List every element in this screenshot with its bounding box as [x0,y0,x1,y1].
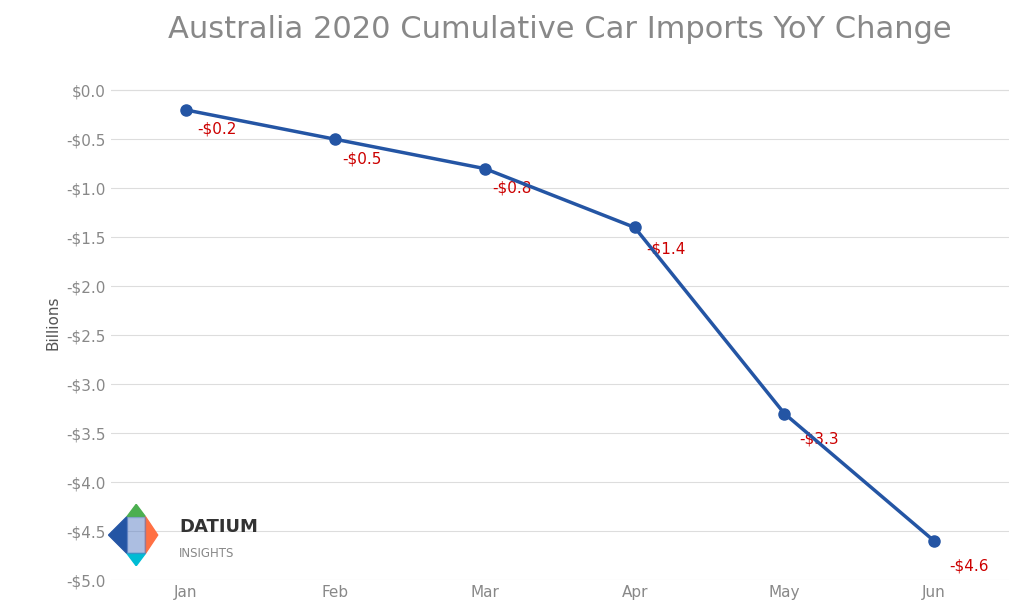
Text: -$4.6: -$4.6 [949,558,988,574]
Y-axis label: Billions: Billions [46,296,60,350]
Polygon shape [145,517,158,554]
Text: -$1.4: -$1.4 [647,241,686,256]
Polygon shape [109,517,127,554]
Polygon shape [127,554,145,566]
Text: INSIGHTS: INSIGHTS [179,547,234,560]
Text: -$0.5: -$0.5 [343,151,382,166]
Title: Australia 2020 Cumulative Car Imports YoY Change: Australia 2020 Cumulative Car Imports Yo… [168,15,951,44]
Polygon shape [127,517,145,554]
Text: -$3.3: -$3.3 [800,431,839,446]
Text: DATIUM: DATIUM [179,518,258,536]
Polygon shape [127,504,145,517]
Text: -$0.2: -$0.2 [198,122,237,137]
Text: -$0.8: -$0.8 [493,180,531,196]
